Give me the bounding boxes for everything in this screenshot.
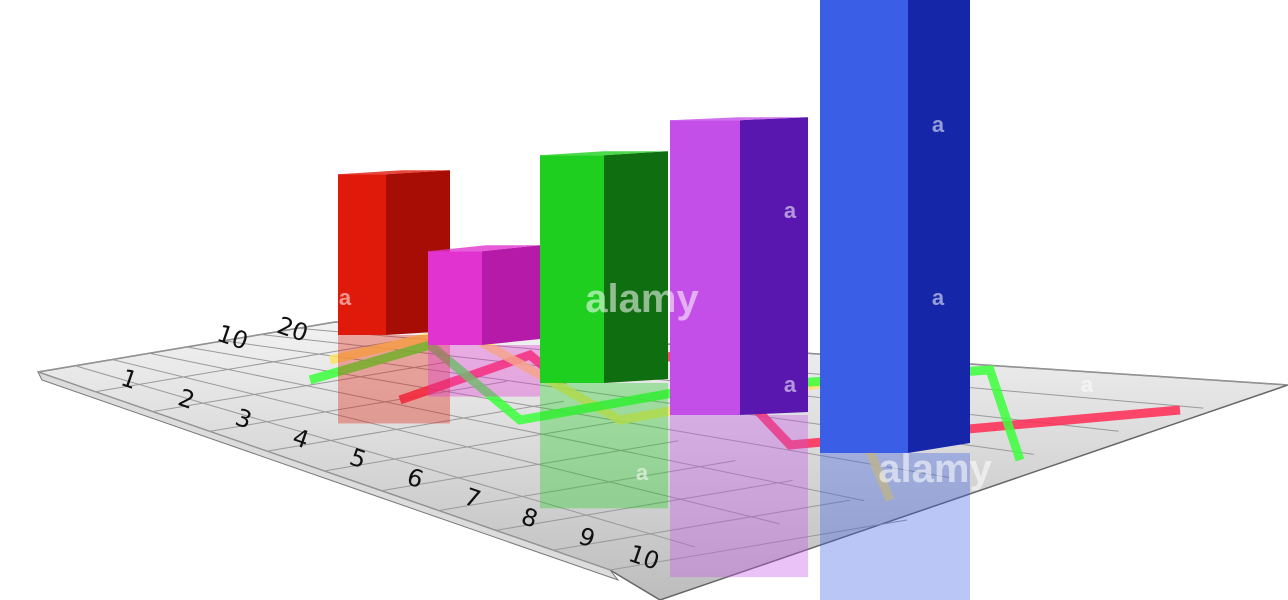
- bar-side-4: [740, 117, 808, 415]
- bar-5: [820, 0, 970, 454]
- watermark-mark: a: [932, 285, 945, 310]
- watermark-mark: a: [784, 198, 797, 223]
- bar-top-4: [670, 117, 808, 121]
- bar-front-4: [670, 120, 740, 415]
- watermark-brand: alamy: [878, 447, 992, 491]
- watermark-layer: alamy alamy a a a a a a a a: [339, 112, 1094, 491]
- watermark-mark: a: [1081, 372, 1094, 397]
- bar-reflection-2: [428, 345, 540, 397]
- bar-front-5: [820, 0, 908, 454]
- grid-line: [495, 479, 793, 531]
- bar-reflections: [338, 335, 970, 600]
- grid-line: [95, 341, 393, 393]
- bar-front-3: [540, 155, 604, 383]
- grid-line: [323, 420, 622, 472]
- bar-reflection-3: [540, 383, 668, 509]
- bar-top-2: [428, 245, 540, 252]
- bar-reflection-1: [338, 335, 450, 424]
- floor-line-3: [308, 340, 1025, 462]
- grid-line: [609, 519, 908, 571]
- watermark-mark: a: [339, 285, 352, 310]
- watermark-brand: alamy: [585, 277, 699, 321]
- grid-line: [552, 499, 850, 551]
- grid-line: [112, 359, 780, 525]
- bar-1: [338, 170, 450, 335]
- watermark-mark: a: [784, 372, 797, 397]
- grid-line: [149, 352, 865, 502]
- grid-line: [438, 460, 736, 512]
- bars: [338, 0, 970, 454]
- watermark-mark: a: [636, 112, 649, 137]
- bar-side-2: [482, 245, 540, 345]
- bar-4: [670, 117, 808, 415]
- bar-reflection-4: [670, 415, 808, 578]
- bar-front-1: [338, 174, 386, 335]
- floor-grid: [37, 321, 1288, 571]
- bar-2: [428, 245, 540, 345]
- bar-top-1: [338, 170, 450, 175]
- bar-reflection-5: [820, 453, 970, 600]
- bar-3: [540, 151, 668, 383]
- bar-top-3: [540, 151, 668, 156]
- bar-front-2: [428, 251, 482, 345]
- watermark-mark: a: [636, 460, 649, 485]
- bar-side-3: [604, 151, 668, 383]
- grid-line: [209, 380, 507, 432]
- grid-line: [74, 365, 695, 548]
- grid-line: [381, 440, 679, 492]
- grid-line: [37, 371, 611, 571]
- watermark-mark: a: [932, 112, 945, 137]
- bar-side-5: [908, 0, 970, 453]
